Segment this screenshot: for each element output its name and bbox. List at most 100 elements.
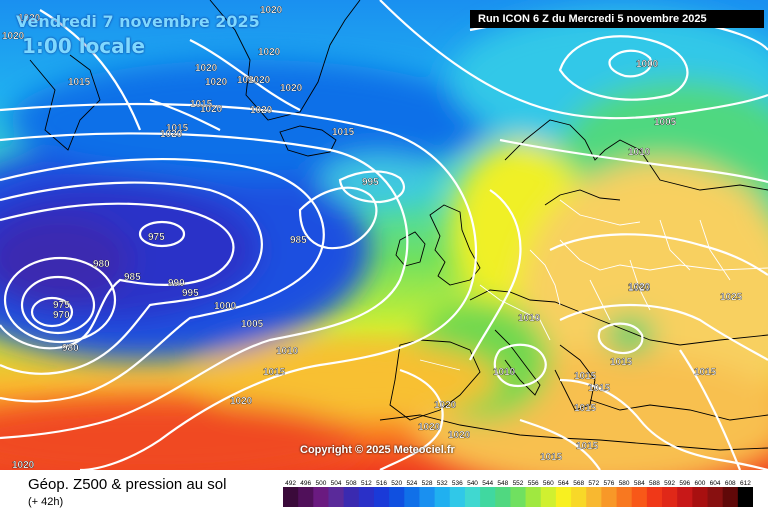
isobar-label: 1020: [160, 129, 183, 140]
coastlines: [29, 0, 768, 451]
copyright-notice: Copyright © 2025 Meteociel.fr: [300, 444, 455, 456]
isobar-label: 1020: [418, 422, 441, 433]
colorbar-tick: 532: [437, 480, 448, 487]
colorbar-swatch: [677, 487, 693, 507]
colorbar-swatch: [601, 487, 617, 507]
run-info: Run ICON 6 Z du Mercredi 5 novembre 2025: [470, 10, 764, 28]
colorbar-tick: 552: [513, 480, 524, 487]
colorbar-tick: 612: [740, 480, 751, 487]
colorbar-tick: 496: [300, 480, 311, 487]
isobar-label: 1010: [276, 346, 299, 357]
colorbar-tick: 572: [588, 480, 599, 487]
isobar-label: 1020: [628, 282, 651, 293]
isobar-label: 1020: [2, 31, 25, 42]
isobar-label: 995: [182, 288, 199, 299]
isobar-label: 980: [93, 259, 110, 270]
field-name: Géop. Z500 & pression au sol: [28, 476, 227, 493]
colorbar: 492 496 500 504 508 512 516 520 524 528 532 536 540 5…: [283, 480, 753, 507]
isobar-label: 975: [148, 232, 165, 243]
legend-bar: Géop. Z500 & pression au sol (+ 42h) 492…: [0, 470, 768, 512]
isobar-label: 1020: [448, 430, 471, 441]
colorbar-swatch: [389, 487, 405, 507]
colorbar-tick: 520: [391, 480, 402, 487]
colorbar-tick: 580: [619, 480, 630, 487]
colorbar-tick: 544: [482, 480, 493, 487]
colorbar-swatch: [525, 487, 542, 507]
colorbar-tick: 516: [376, 480, 387, 487]
isobar-label: 1015: [332, 127, 355, 138]
colorbar-swatch: [692, 487, 708, 507]
isobar-label: 1020: [248, 75, 271, 86]
isobar-label: 1015: [263, 367, 286, 378]
colorbar-swatch: [586, 487, 602, 507]
isobar-label: 1010: [628, 147, 651, 158]
colorbar-tick: 584: [634, 480, 645, 487]
isobar-label: 975: [53, 300, 70, 311]
colorbar-tick: 604: [710, 480, 721, 487]
colorbar-swatch: [631, 487, 648, 507]
valid-time: 1:00 locale: [22, 34, 146, 58]
colorbar-tick: 592: [664, 480, 675, 487]
colorbar-swatch: [571, 487, 587, 507]
isobar-label: 1015: [588, 383, 611, 394]
borders: [419, 199, 768, 371]
isobar-label: 1025: [720, 292, 743, 303]
isobar-label: 1020: [258, 47, 281, 58]
isobar-label: 1015: [576, 441, 599, 452]
colorbar-tick: 508: [346, 480, 357, 487]
isobar-label: 990: [168, 278, 185, 289]
isobar-label: 1020: [18, 13, 41, 24]
colorbar-tick: 500: [315, 480, 326, 487]
isobar-label: 1020: [237, 75, 260, 86]
isobar-label: 1000: [214, 301, 237, 312]
isobar-label: 1015: [540, 452, 563, 463]
isobar-label: 1015: [68, 77, 91, 88]
forecast-offset: (+ 42h): [28, 496, 64, 508]
colorbar-swatch: [449, 487, 466, 507]
isobar-label: 1020: [628, 283, 651, 294]
colorbar-tick: 608: [725, 480, 736, 487]
colorbar-tick: 596: [679, 480, 690, 487]
isobar-label: 1015: [610, 357, 633, 368]
colorbar-swatch: [283, 487, 299, 507]
colorbar-swatch: [373, 487, 390, 507]
isobar-label: 1015: [694, 367, 717, 378]
colorbar-swatch: [540, 487, 557, 507]
colorbar-tick: 548: [497, 480, 508, 487]
colorbar-tick: 560: [543, 480, 554, 487]
colorbar-swatch: [737, 487, 753, 507]
isobar-label: 1020: [200, 104, 223, 115]
colorbar-swatch: [404, 487, 420, 507]
colorbar-swatch: [480, 487, 496, 507]
colorbar-swatch: [616, 487, 633, 507]
colorbar-swatch: [646, 487, 663, 507]
colorbar-swatch: [358, 487, 375, 507]
isobar-label: 995: [362, 177, 379, 188]
isobar-label: 1020: [195, 63, 218, 74]
colorbar-tick: 564: [558, 480, 569, 487]
isobar-label: 1005: [654, 117, 677, 128]
colorbar-tick: 536: [452, 480, 463, 487]
colorbar-swatch: [313, 487, 329, 507]
isobars: [0, 0, 768, 470]
isobar-label: 985: [124, 272, 141, 283]
colorbar-swatch: [555, 487, 572, 507]
z500-field: [0, 0, 768, 470]
colorbar-tick: 576: [604, 480, 615, 487]
colorbar-tick: 512: [361, 480, 372, 487]
colorbar-swatch: [464, 487, 481, 507]
isobar-label: 1015: [574, 403, 597, 414]
colorbar-tick: 504: [331, 480, 342, 487]
isobar-label: 1010: [518, 313, 541, 324]
colorbar-tick: 588: [649, 480, 660, 487]
colorbar-tick: 492: [285, 480, 296, 487]
isobar-label: 1020: [12, 460, 35, 470]
colorbar-tick: 568: [573, 480, 584, 487]
isobar-label: 1020: [260, 5, 283, 16]
isobar-label: 1020: [205, 77, 228, 88]
colorbar-swatch: [343, 487, 360, 507]
valid-date: Vendredi 7 novembre 2025: [16, 12, 260, 31]
